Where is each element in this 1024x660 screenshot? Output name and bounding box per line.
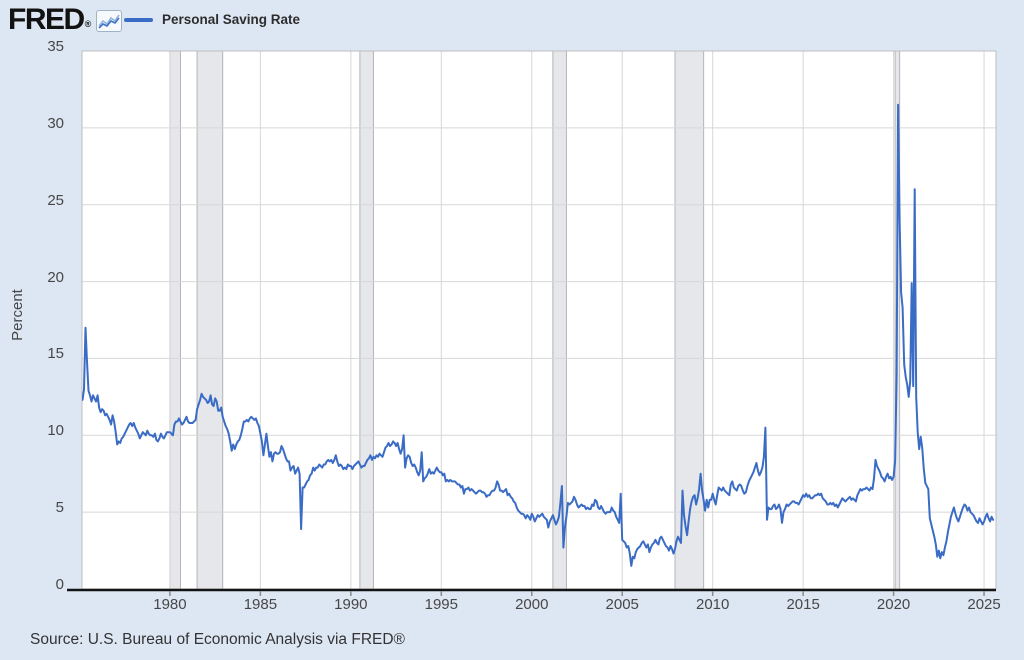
recession-band bbox=[552, 51, 567, 589]
x-tick-label-2005: 2005 bbox=[605, 596, 639, 613]
recession-band bbox=[359, 51, 374, 589]
x-tick-label-1990: 1990 bbox=[334, 596, 368, 613]
y-tick-label-5: 5 bbox=[55, 499, 64, 517]
x-tick-label-2020: 2020 bbox=[876, 596, 911, 613]
y-tick-label-25: 25 bbox=[47, 191, 64, 209]
recession-band bbox=[197, 51, 223, 589]
x-tick-label-1985: 1985 bbox=[243, 596, 278, 613]
x-tick-label-2025: 2025 bbox=[967, 596, 1001, 613]
y-tick-label-10: 10 bbox=[47, 422, 64, 440]
recession-band bbox=[169, 51, 181, 589]
x-tick-label-2015: 2015 bbox=[786, 596, 820, 613]
x-tick-label-2010: 2010 bbox=[695, 596, 730, 613]
y-tick-label-30: 30 bbox=[47, 114, 64, 132]
y-tick-label-20: 20 bbox=[47, 268, 64, 286]
legend-line-swatch bbox=[124, 17, 153, 22]
gridlines bbox=[82, 51, 996, 589]
y-tick-label-0: 0 bbox=[55, 576, 64, 593]
y-tick-label-15: 15 bbox=[47, 345, 64, 363]
fred-sparkline-icon bbox=[96, 10, 122, 32]
y-tick-label-35: 35 bbox=[47, 38, 64, 55]
x-tick-label-1995: 1995 bbox=[424, 596, 458, 613]
legend: Personal Saving Rate bbox=[124, 12, 300, 27]
data-line-personal-saving-rate[interactable] bbox=[82, 103, 995, 567]
fred-logo[interactable]: FRED ® bbox=[8, 3, 92, 37]
legend-series-label: Personal Saving Rate bbox=[162, 12, 301, 27]
fred-logo-text: FRED bbox=[8, 3, 85, 36]
source-attribution: Source: U.S. Bureau of Economic Analysis… bbox=[30, 631, 405, 648]
fred-logo-registered-mark: ® bbox=[84, 19, 92, 29]
recession-band bbox=[674, 51, 704, 589]
x-tick-label-1980: 1980 bbox=[153, 596, 187, 613]
x-tick-label-2000: 2000 bbox=[515, 596, 549, 613]
